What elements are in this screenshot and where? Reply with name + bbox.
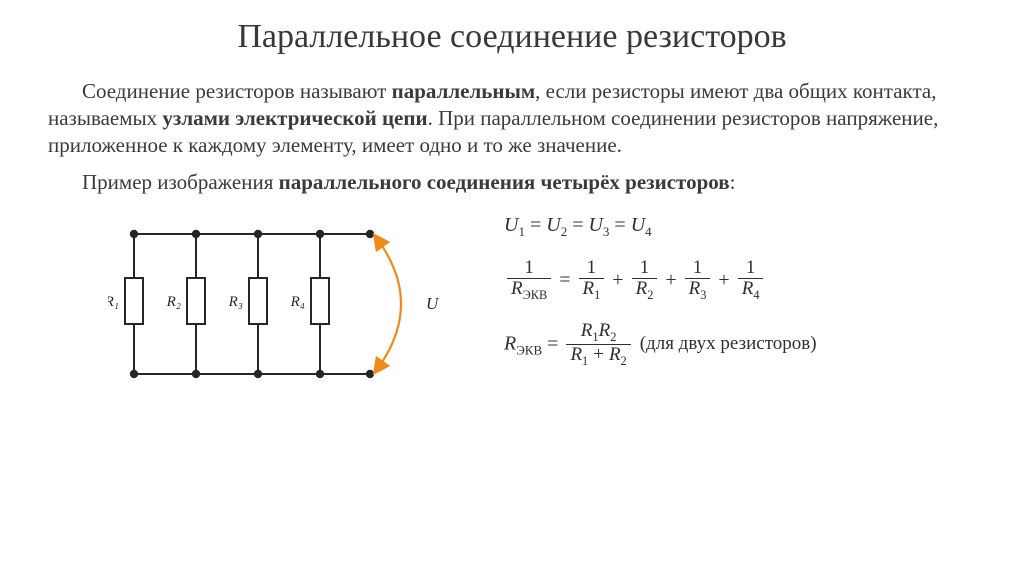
p1-d: узлами электрической цепи [162, 106, 427, 130]
definition-paragraph: Соединение резисторов называют параллель… [48, 78, 976, 159]
p2-c: : [730, 170, 736, 194]
svg-text:U: U [426, 294, 440, 313]
equation-rekv-sum: 1RЭКВ = 1R1 + 1R2 + 1R3 + 1R4 [504, 258, 817, 303]
equation-voltage: U1 = U2 = U3 = U4 [504, 214, 817, 240]
equation-rekv-two: RЭКВ = R1R2R1 + R2(для двух резисторов) [504, 321, 817, 369]
p1-b: параллельным [392, 79, 536, 103]
page-title: Параллельное соединение резисторов [48, 18, 976, 56]
circuit-diagram: R₁ R₂ R₃ R₄ U [108, 214, 468, 404]
svg-text:R₂: R₂ [166, 294, 181, 310]
p2-b: параллельного соединения четырёх резисто… [279, 170, 730, 194]
svg-text:R₄: R₄ [290, 294, 305, 310]
svg-text:R₁: R₁ [108, 294, 119, 310]
formulas-block: U1 = U2 = U3 = U4 1RЭКВ = 1R1 + 1R2 + 1R… [504, 214, 817, 369]
svg-text:R₃: R₃ [228, 294, 243, 310]
p1-a: Соединение резисторов называют [82, 79, 392, 103]
example-paragraph: Пример изображения параллельного соедине… [48, 169, 976, 196]
p2-a: Пример изображения [82, 170, 279, 194]
